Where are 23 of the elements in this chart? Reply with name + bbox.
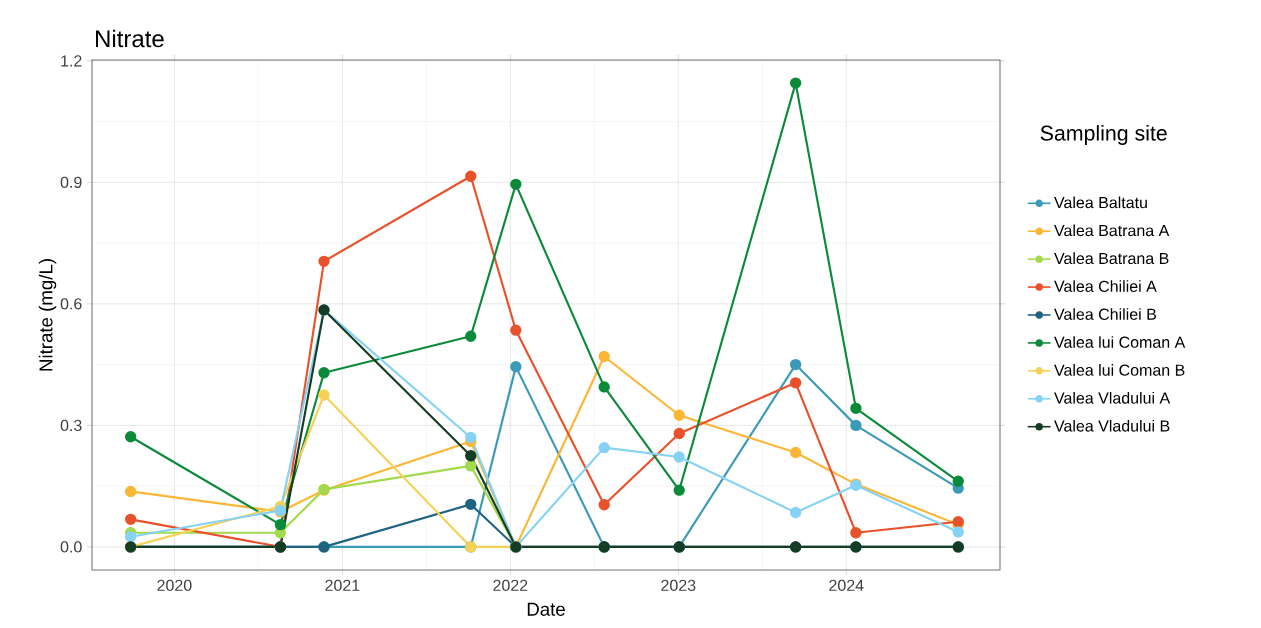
x-tick-label: 2022	[493, 579, 528, 592]
legend-label: Valea lui Coman A	[1054, 336, 1186, 348]
legend-label: Valea Batrana B	[1054, 252, 1169, 265]
x-tick-label: 2024	[829, 579, 864, 592]
y-tick-label: 0.6	[60, 298, 82, 310]
x-axis-title: Date	[527, 602, 565, 616]
legend-label: Valea Batrana A	[1054, 224, 1170, 237]
y-tick-label: 0.0	[60, 541, 82, 553]
chart-title: Nitrate	[96, 29, 164, 48]
legend-label: Valea Chiliei B	[1054, 308, 1156, 320]
legend-label: Valea Baltatu	[1054, 196, 1147, 209]
legend-label: Valea Vladului A	[1054, 391, 1171, 404]
y-tick-label: 0.3	[60, 419, 82, 432]
y-tick-label: 0.9	[60, 176, 82, 188]
y-tick-label: 1.2	[61, 55, 82, 67]
legend-title: Sampling site	[1040, 125, 1167, 145]
legend-label: Valea Chiliei A	[1054, 280, 1157, 293]
x-tick-label: 2023	[661, 579, 696, 592]
y-axis-title: Nitrate (mg/L)	[38, 259, 57, 371]
legend-label: Valea lui Coman B	[1054, 364, 1185, 376]
x-tick-label: 2021	[325, 579, 360, 592]
legend-label: Valea Vladului B	[1054, 419, 1170, 432]
x-tick-label: 2020	[157, 579, 192, 592]
